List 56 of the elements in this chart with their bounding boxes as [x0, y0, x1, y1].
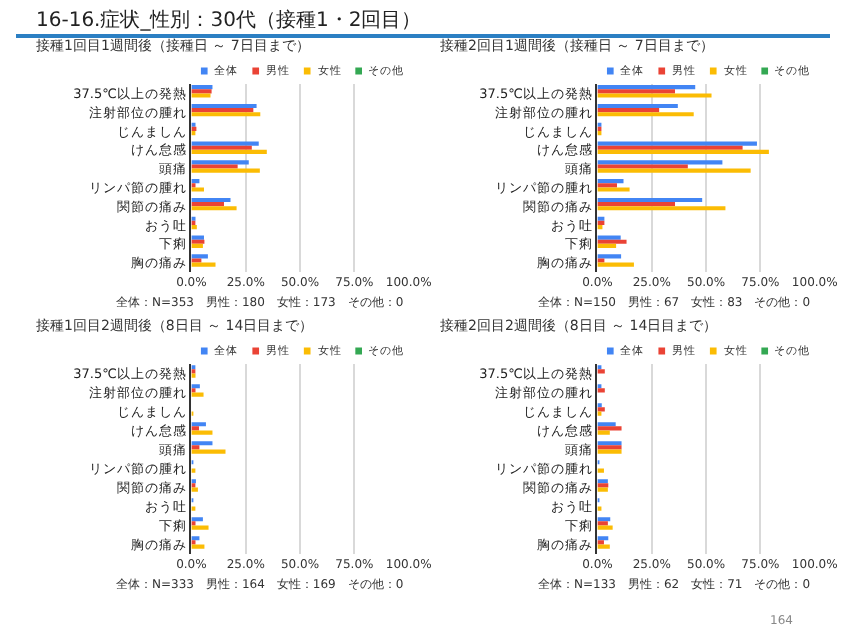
- bar: [191, 202, 224, 207]
- bar: [191, 426, 199, 431]
- bar: [597, 112, 694, 117]
- bar: [597, 145, 743, 150]
- bar: [597, 202, 676, 207]
- bar: [191, 517, 203, 522]
- bar: [597, 254, 622, 259]
- bar: [191, 164, 238, 169]
- bar: [191, 422, 206, 427]
- bar: [597, 187, 630, 192]
- bar: [597, 430, 610, 435]
- bar: [597, 239, 627, 244]
- bar: [191, 197, 231, 203]
- text: 16-16.症状_性別：30代（接種1・2回目）: [36, 8, 422, 32]
- bar: [191, 441, 213, 446]
- bar: [191, 449, 226, 454]
- bar: [597, 168, 751, 173]
- bar: [597, 206, 726, 211]
- bar: [191, 112, 261, 117]
- bar: [597, 149, 769, 154]
- bar: [597, 183, 617, 188]
- bar: [597, 540, 604, 545]
- bar: [597, 108, 660, 113]
- bar: [191, 206, 237, 211]
- bar: [597, 89, 676, 94]
- bar: [191, 262, 216, 267]
- bar: [597, 197, 703, 203]
- bar: [191, 258, 202, 263]
- bar: [597, 243, 617, 248]
- bar: [191, 141, 259, 146]
- bar: [597, 235, 621, 240]
- bar: [191, 149, 267, 154]
- bar: [597, 426, 622, 431]
- bar: [597, 262, 634, 267]
- bar: [597, 141, 757, 146]
- bar: [191, 254, 208, 259]
- bar: [597, 179, 624, 184]
- bar: [191, 187, 204, 192]
- bar: [191, 525, 209, 530]
- bar: [597, 93, 712, 98]
- bar: [191, 445, 200, 450]
- bar: [191, 160, 249, 165]
- bar: [597, 525, 613, 530]
- bar: [597, 544, 610, 549]
- bar: [597, 422, 616, 427]
- bar: [191, 430, 213, 435]
- bar: [597, 164, 688, 169]
- bar: [597, 85, 696, 90]
- bar: [191, 392, 204, 397]
- bar: [597, 160, 723, 165]
- bar: [597, 258, 605, 263]
- bar: [597, 103, 678, 109]
- bar: [191, 103, 257, 109]
- bar: [191, 145, 252, 150]
- bar: [191, 108, 254, 113]
- bar: [191, 168, 260, 173]
